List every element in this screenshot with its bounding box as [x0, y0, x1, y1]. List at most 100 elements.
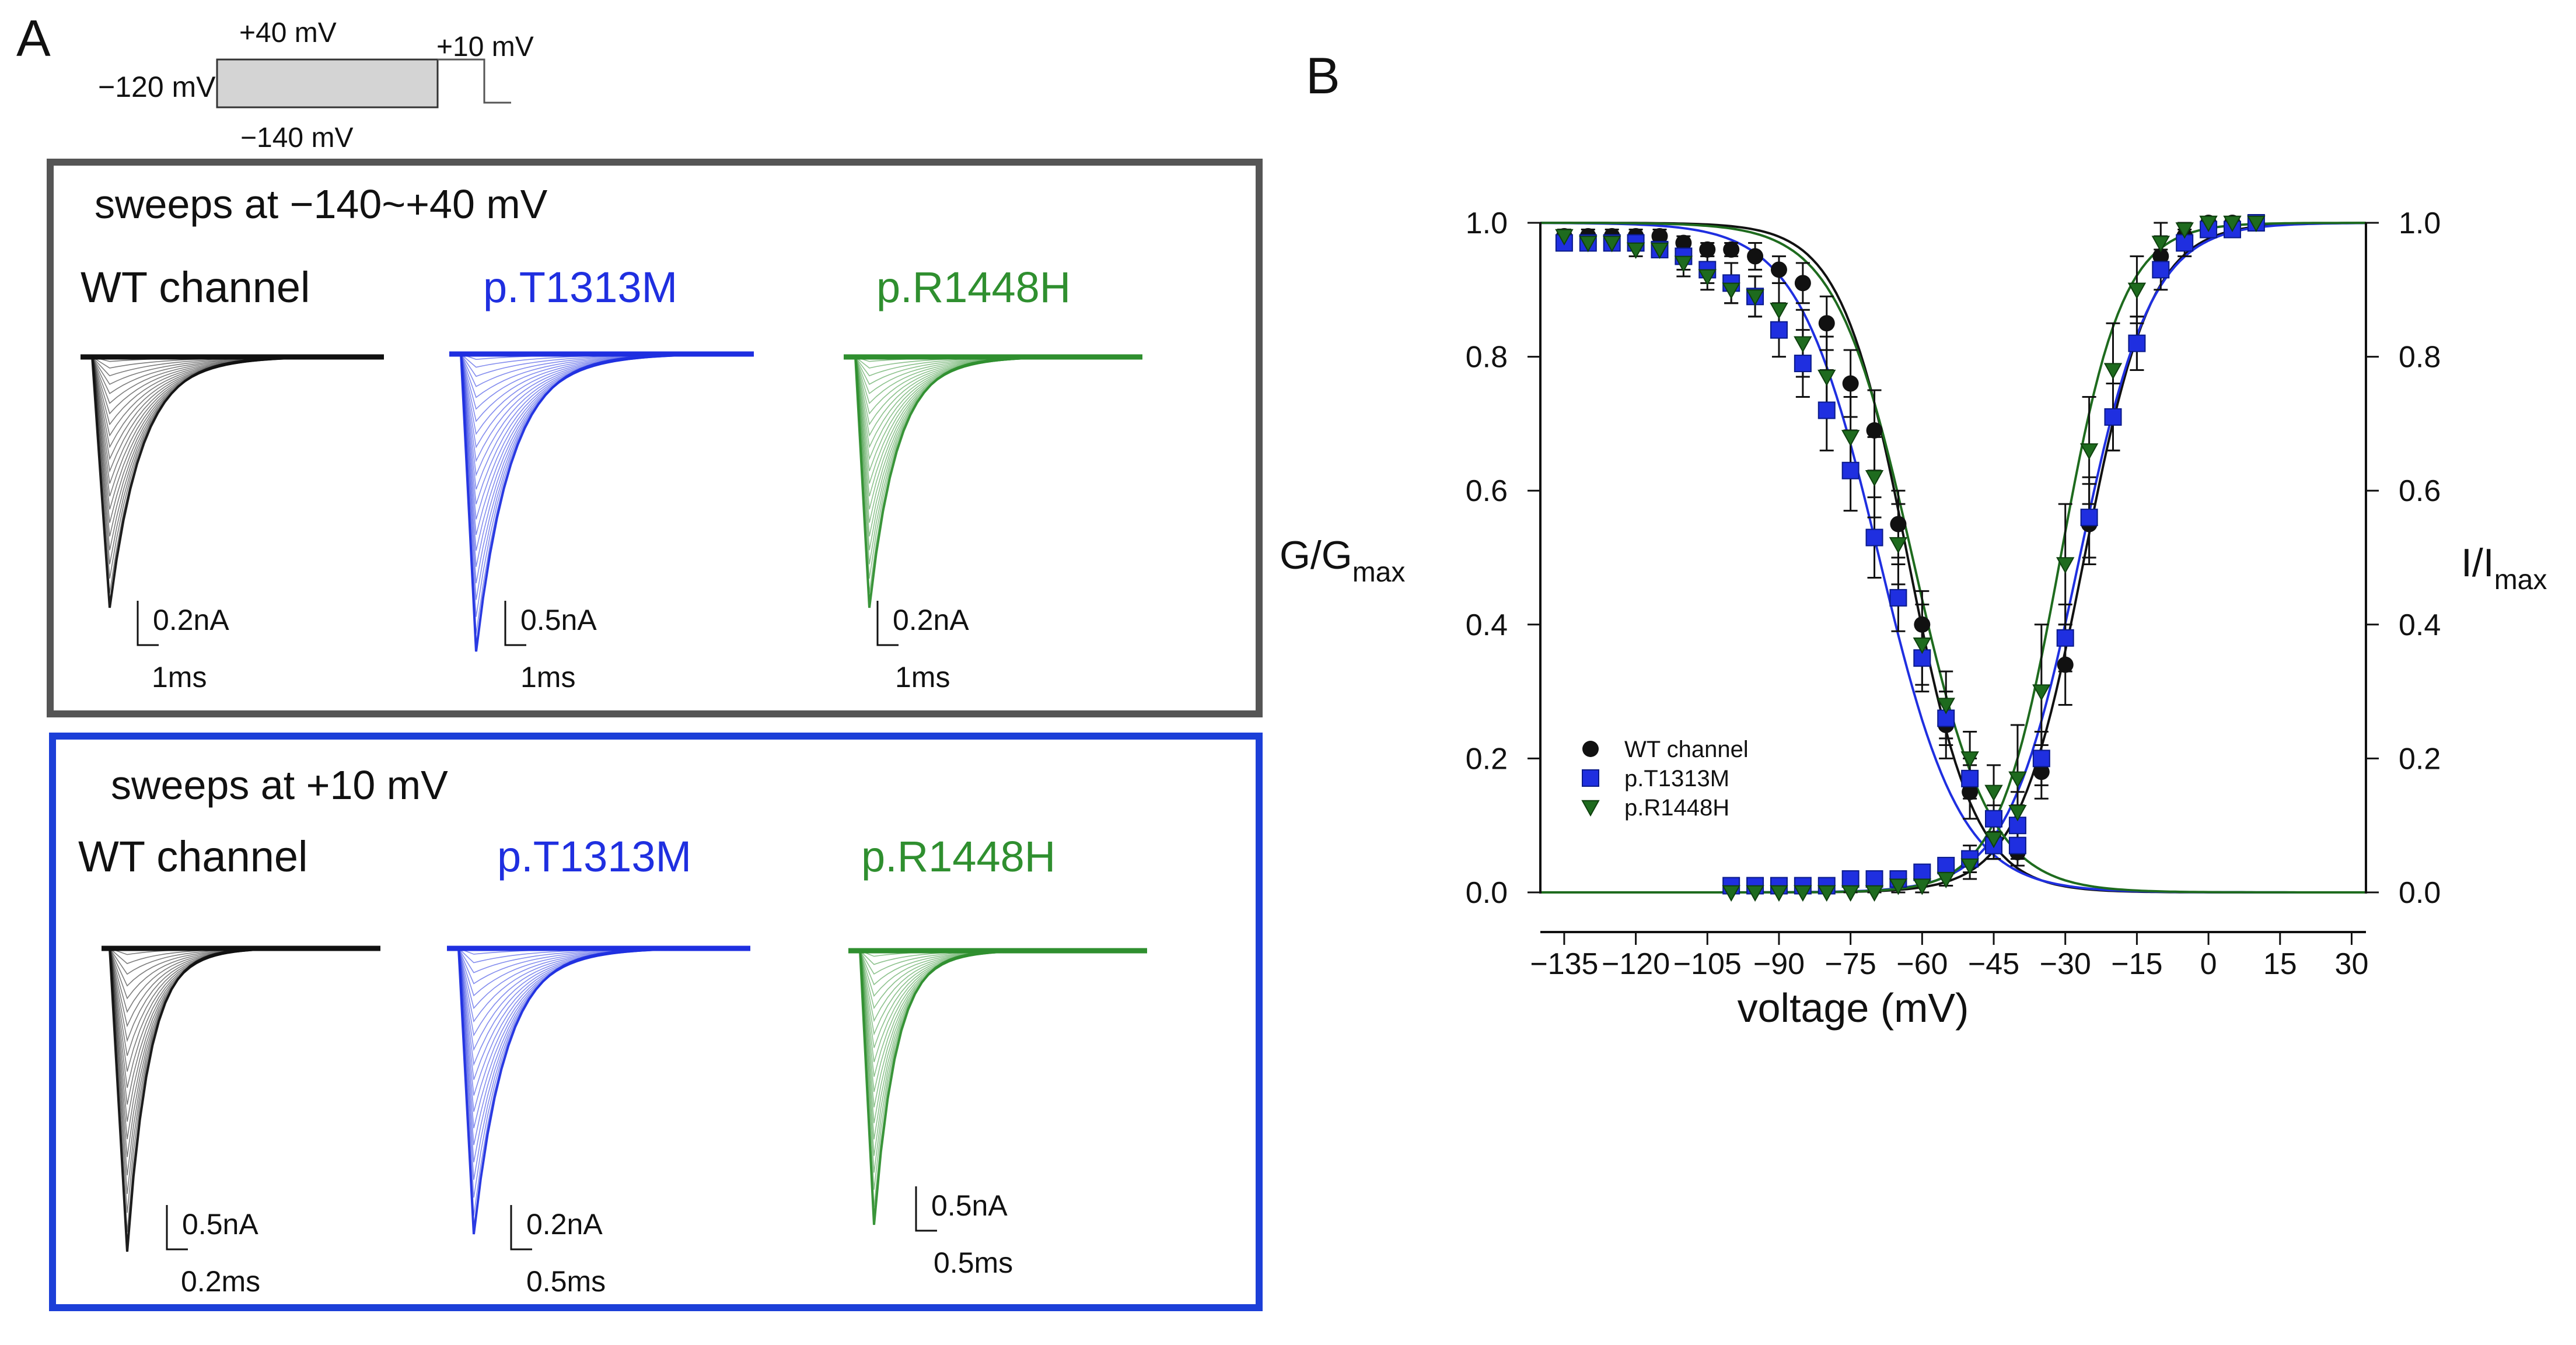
chart-legend: WT channel p.T1313M p.R1448H — [1581, 737, 1749, 821]
scale-x-label: 0.5ms — [934, 1246, 1013, 1279]
scale-x-label: 1ms — [520, 661, 575, 693]
data-point — [2032, 684, 2051, 701]
data-point — [1984, 831, 2003, 849]
data-point — [1770, 303, 1788, 320]
data-point — [1818, 315, 1835, 332]
data-point — [1582, 769, 1599, 787]
trace-panel-1: WT channel 0.2nA 1ms — [81, 263, 385, 693]
data-point — [2199, 215, 2218, 233]
data-point — [1960, 751, 1979, 768]
data-point — [1913, 878, 1932, 895]
scale-y-label: 0.5nA — [520, 604, 597, 636]
scale-x-label: 0.5ms — [526, 1265, 606, 1298]
y-tick-label-right: 0.8 — [2399, 341, 2441, 374]
data-point — [1913, 863, 1931, 881]
box1-title: sweeps at −140~+40 mV — [95, 181, 548, 227]
data-point — [2223, 215, 2242, 233]
box1-traces: WT channel0.2nA1msp.T1313M0.5nA1msp.R144… — [81, 263, 1143, 693]
data-point — [1722, 282, 1740, 299]
data-point — [1865, 528, 1883, 547]
data-points — [1555, 214, 2266, 902]
protocol-bottom-label: −140 mV — [240, 122, 353, 153]
y-tick-label-right: 0.4 — [2399, 608, 2441, 642]
data-point — [1817, 369, 1836, 387]
data-point — [1579, 236, 1598, 253]
panel-a-label: A — [16, 9, 51, 67]
scale-y-label: 0.2nA — [893, 604, 969, 636]
data-point — [1841, 885, 1860, 902]
data-point — [1699, 241, 1716, 258]
x-tick-label: 15 — [2263, 947, 2297, 981]
x-tick-label: 30 — [2335, 947, 2369, 981]
data-point — [1865, 885, 1884, 902]
y-tick-label-left: 0.2 — [1466, 742, 1508, 776]
data-point — [2008, 836, 2026, 854]
scale-y-label: 0.2nA — [153, 604, 229, 636]
data-point — [1841, 430, 1860, 447]
protocol-sweep-region — [217, 59, 438, 107]
data-point — [1626, 242, 1645, 259]
box-sweeps-range — [47, 159, 1263, 717]
data-point — [1865, 870, 1883, 888]
trace-panel-3: p.R1448H 0.2nA 1ms — [844, 263, 1143, 693]
data-point — [1817, 885, 1836, 902]
legend-entry-label: WT channel — [1624, 737, 1749, 762]
data-point — [1698, 269, 1717, 286]
gv-chart: 0.0 0.0 0.2 0.2 0.4 0.4 0.6 0.6 0.8 0.8 1.0 1.0 −135… — [1280, 206, 2547, 1031]
x-tick-label: −90 — [1753, 947, 1805, 981]
data-point — [1602, 236, 1621, 253]
data-point — [2008, 805, 2027, 822]
current-sweep — [91, 356, 384, 608]
data-point — [1866, 422, 1883, 439]
y-tick-label-right: 0.6 — [2399, 474, 2441, 508]
y-tick-label-right: 0.2 — [2399, 742, 2441, 776]
scale-y-label: 0.5nA — [182, 1208, 258, 1241]
y-right-label-sub: max — [2494, 565, 2547, 596]
current-sweep — [460, 353, 754, 652]
data-point — [1937, 698, 1955, 714]
x-tick-label: −75 — [1825, 947, 1876, 981]
data-point — [1770, 885, 1788, 902]
data-point — [2151, 236, 2170, 253]
data-point — [2103, 363, 2123, 380]
trace-title: p.R1448H — [876, 263, 1071, 311]
y-tick-label-left: 0.6 — [1466, 474, 1508, 508]
data-point — [1651, 227, 1668, 244]
y-left-label-main: G/G — [1280, 533, 1352, 577]
data-point — [2175, 222, 2194, 239]
box2-traces: WT channel0.5nA0.2msp.T1313M0.2nA0.5msp.… — [78, 832, 1147, 1298]
scale-bar — [504, 601, 526, 646]
data-point — [1746, 289, 1764, 306]
data-point — [1889, 878, 1908, 895]
data-point — [1984, 784, 2003, 801]
data-point — [1770, 321, 1788, 339]
panel-b-label: B — [1306, 47, 1340, 104]
data-point — [1675, 234, 1692, 251]
y-right-label-main: I/I — [2461, 541, 2494, 585]
scale-bar — [915, 1186, 937, 1232]
data-point — [2056, 557, 2075, 574]
data-point — [1723, 241, 1740, 258]
trace-title: WT channel — [78, 832, 308, 881]
data-point — [1746, 885, 1764, 902]
scale-bar — [137, 601, 159, 646]
x-tick-label: −15 — [2111, 947, 2162, 981]
x-tick-label: −30 — [2040, 947, 2091, 981]
scale-y-label: 0.2nA — [526, 1208, 603, 1241]
box-sweeps-test — [49, 733, 1263, 1311]
trace-title: WT channel — [81, 263, 310, 311]
data-point — [1841, 461, 1860, 479]
data-point — [1889, 589, 1907, 607]
data-point — [1674, 255, 1693, 272]
protocol-holding-label: −120 mV — [98, 71, 216, 103]
data-point — [2057, 656, 2074, 673]
x-tick-label: −120 — [1602, 947, 1670, 981]
data-point — [1794, 885, 1812, 902]
trace-title: p.T1313M — [483, 263, 677, 311]
data-point — [2247, 215, 2266, 233]
x-tick-label: −105 — [1673, 947, 1742, 981]
data-point — [1913, 638, 1932, 654]
trace-title: p.T1313M — [497, 832, 691, 881]
voltage-protocol: −120 mV +40 mV −140 mV +10 mV — [98, 17, 534, 153]
